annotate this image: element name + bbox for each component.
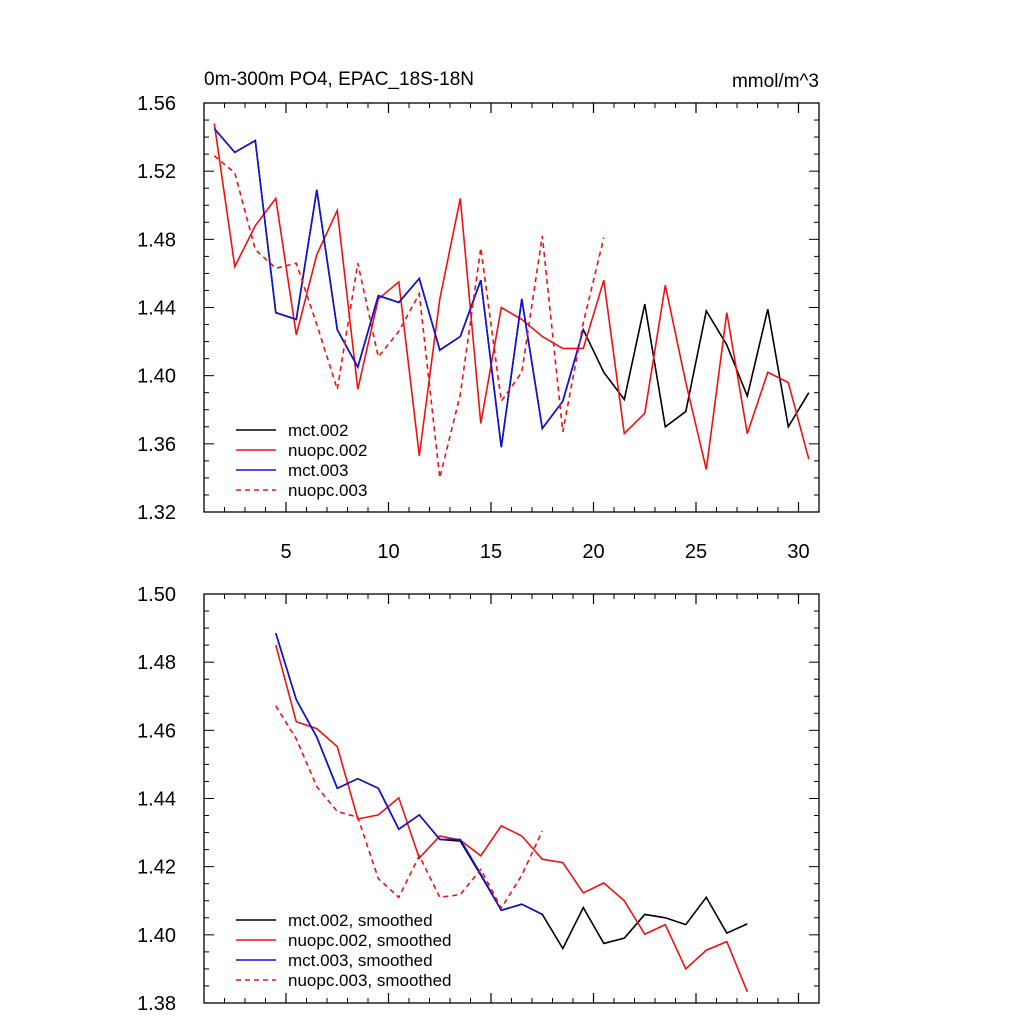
series-line xyxy=(213,155,605,479)
y-tick-label: 1.36 xyxy=(137,434,176,456)
x-tick-label: 25 xyxy=(685,541,707,563)
x-tick-label: 10 xyxy=(377,541,399,563)
chart-units-label: mmol/m^3 xyxy=(732,71,819,92)
top-line-panel: 5 10 15 20 25 30 1.32 1.36 1.40 1.44 1.48 1.52 1.56 m… xyxy=(137,93,820,563)
x-tick-label: 30 xyxy=(787,541,809,563)
series-line xyxy=(275,632,543,916)
legend-label: mct.003, smoothed xyxy=(288,951,433,970)
legend-label: nuopc.003, smoothed xyxy=(288,971,452,990)
series-line xyxy=(275,632,748,951)
x-tick-label: 5 xyxy=(280,541,291,563)
legend-label: nuopc.002, smoothed xyxy=(288,931,452,950)
legend-label: nuopc.002 xyxy=(288,441,367,460)
y-tick-label: 1.48 xyxy=(137,229,176,251)
legend-label: nuopc.003 xyxy=(288,481,367,500)
legend-label: mct.003 xyxy=(288,461,348,480)
legend-label: mct.002 xyxy=(288,421,348,440)
y-tick-label: 1.48 xyxy=(137,652,176,674)
series-line xyxy=(213,128,810,448)
x-tick-label: 15 xyxy=(480,541,502,563)
y-tick-label: 1.40 xyxy=(137,366,176,388)
y-tick-label: 1.46 xyxy=(137,720,176,742)
y-tick-label: 1.38 xyxy=(137,993,176,1015)
y-tick-label: 1.56 xyxy=(137,93,176,115)
x-tick-label: 20 xyxy=(582,541,604,563)
legend-label: mct.002, smoothed xyxy=(288,911,433,930)
chart-title-left: 0m-300m PO4, EPAC_18S-18N xyxy=(204,69,474,90)
y-tick-label: 1.44 xyxy=(137,789,176,811)
series-line xyxy=(213,123,810,470)
y-tick-label: 1.32 xyxy=(137,502,176,524)
bottom-smoothed-panel: 1.38 1.40 1.42 1.44 1.46 1.48 1.50 mct.002, smo… xyxy=(137,584,820,1015)
y-tick-label: 1.44 xyxy=(137,298,176,320)
y-tick-label: 1.42 xyxy=(137,857,176,879)
series-line xyxy=(213,128,585,448)
y-tick-label: 1.40 xyxy=(137,925,176,947)
series-line xyxy=(275,644,749,993)
y-tick-label: 1.50 xyxy=(137,584,176,606)
y-tick-label: 1.52 xyxy=(137,161,176,183)
